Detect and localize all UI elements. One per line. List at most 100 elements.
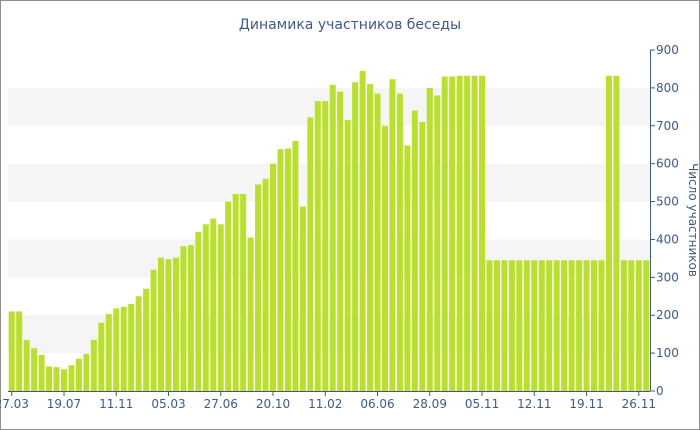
y-tick-label: 300 (656, 270, 679, 284)
bar (538, 260, 545, 391)
bar (247, 237, 254, 391)
grid-band (8, 163, 650, 202)
bar (322, 101, 329, 392)
chart-title: Динамика участников беседы (239, 17, 461, 33)
bar (299, 206, 306, 391)
bar (195, 231, 202, 391)
bar (75, 358, 82, 391)
bar (426, 87, 433, 391)
bar (210, 218, 217, 391)
bar (344, 120, 351, 391)
bar (240, 193, 247, 391)
bar (576, 260, 583, 391)
bar (135, 296, 142, 391)
x-tick-label: 05.11 (465, 397, 499, 411)
x-tick-label: 19.07 (47, 397, 81, 411)
bar (449, 76, 456, 392)
bar (411, 110, 418, 392)
bar (508, 260, 515, 391)
bar (598, 260, 605, 391)
bar (382, 125, 388, 391)
bar (165, 259, 172, 391)
bar (613, 75, 620, 391)
bar (277, 149, 284, 391)
bar (232, 193, 239, 391)
y-tick-label: 500 (656, 195, 679, 209)
y-axis-label: Число участников (686, 163, 700, 277)
bar (553, 260, 560, 391)
axes (8, 50, 651, 392)
x-axis-ticks: 27.03 19.07 11.11 05.03 27.06 20.10 11.02 06.06… (0, 391, 656, 411)
bar (217, 224, 224, 391)
bar (367, 84, 374, 391)
bars (8, 70, 650, 392)
bar (187, 245, 194, 391)
bar (486, 260, 493, 391)
bar (16, 311, 23, 391)
bar (620, 260, 627, 391)
bar (396, 93, 403, 391)
bar (262, 178, 269, 391)
bar (434, 95, 441, 391)
bar (464, 75, 471, 391)
bar (516, 260, 523, 391)
x-tick-label: 26.11 (622, 397, 656, 411)
bar (202, 224, 209, 391)
bar (561, 260, 568, 391)
bar (143, 288, 150, 391)
bar (583, 260, 590, 391)
y-tick-label: 100 (656, 346, 679, 360)
bar (90, 339, 97, 391)
bar (329, 84, 336, 392)
bar (479, 75, 486, 391)
bar (635, 260, 642, 391)
bar (404, 145, 411, 391)
bar (38, 355, 45, 391)
bar (591, 260, 597, 391)
x-tick-label: 27.03 (0, 397, 29, 411)
bar (307, 117, 314, 391)
bar (98, 322, 105, 391)
bar (531, 260, 538, 391)
y-tick-label: 800 (656, 81, 679, 95)
bar (374, 93, 381, 391)
bar (471, 75, 478, 391)
y-tick-label: 400 (656, 232, 679, 246)
x-tick-label: 11.11 (99, 397, 133, 411)
bar (441, 76, 448, 392)
bar (419, 121, 426, 392)
x-tick-label: 05.03 (151, 397, 185, 411)
bar (628, 260, 635, 391)
bar (53, 367, 60, 391)
bar (643, 260, 650, 391)
bar (180, 246, 187, 391)
bar (8, 311, 15, 391)
bar (23, 339, 30, 391)
bar (255, 184, 262, 391)
bar (523, 260, 530, 391)
bar (270, 163, 276, 391)
bar (389, 79, 396, 392)
bar (158, 257, 165, 391)
x-tick-label: 28.09 (413, 397, 447, 411)
x-tick-label: 11.02 (308, 397, 342, 411)
bar (31, 348, 38, 391)
bar (46, 366, 53, 391)
bar (284, 148, 291, 391)
x-tick-label: 12.11 (517, 397, 551, 411)
bar (456, 75, 463, 391)
bar (68, 365, 75, 391)
y-tick-label: 700 (656, 119, 679, 133)
bar (120, 306, 127, 391)
y-tick-label: 200 (656, 308, 679, 322)
bar (113, 308, 120, 391)
bar (225, 201, 232, 391)
bar (172, 257, 179, 391)
bar (493, 260, 500, 391)
grid-band (8, 87, 650, 126)
bar (359, 70, 366, 391)
bar (314, 101, 321, 392)
x-tick-label: 19.11 (569, 397, 603, 411)
bar (150, 269, 157, 391)
